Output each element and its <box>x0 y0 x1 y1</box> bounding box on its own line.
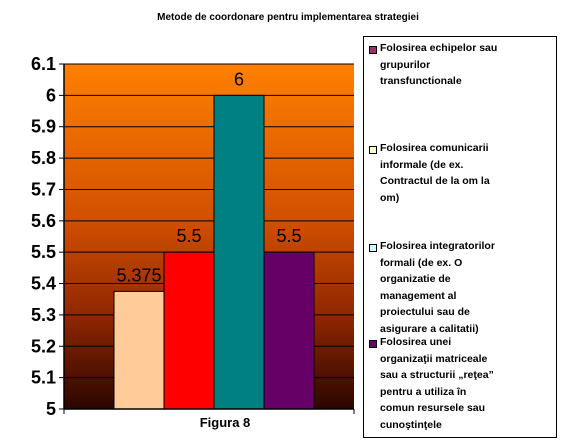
data-label: 5.375 <box>116 265 161 285</box>
legend-label-line: grupurilor <box>380 58 431 71</box>
legend-label-line: organizatie de <box>380 273 451 285</box>
bar <box>213 94 265 410</box>
legend-label: Folosirea integratorilor formali (de ex. … <box>380 238 555 337</box>
y-tick-label: 5.7 <box>31 179 56 199</box>
legend-label-line: om) <box>380 191 400 204</box>
y-tick-label: 5.4 <box>31 274 56 294</box>
legend-label-line: transfunctionale <box>380 75 462 87</box>
y-tick-label: 5.2 <box>31 336 56 356</box>
legend-label-line: Folosirea comunicarii <box>380 142 489 154</box>
legend-label-line: proiectului sau de <box>380 306 470 318</box>
y-tick-label: 5.6 <box>31 211 56 231</box>
axes <box>63 64 355 414</box>
y-tick-label: 5.9 <box>31 117 56 137</box>
y-tick-label: 5.1 <box>31 368 56 388</box>
data-labels: 5.375 5.5 6 5.5 <box>116 69 301 285</box>
legend-label: Folosirea comunicarii informale (de ex. Co… <box>380 140 555 206</box>
y-axis-ticks: 5 5.1 5.2 5.3 5.4 5.5 5.6 5.7 5.8 5.9 6 6.1 <box>31 54 64 419</box>
legend-label: Folosirea echipelor sau grupurilor transfu… <box>380 40 555 90</box>
legend-label-line: informale (de ex. <box>380 158 464 171</box>
legend-label-line: pentru a utiliza în <box>380 385 467 398</box>
bar <box>163 251 215 410</box>
data-label: 5.5 <box>276 226 301 246</box>
legend-label-line: Contractul de la om la <box>380 175 490 187</box>
legend-label: Folosirea unei organizaţii matriceale sau … <box>380 334 555 433</box>
legend-label-line: organizaţii matriceale <box>380 352 488 365</box>
data-label: 5.5 <box>176 226 201 246</box>
legend-label-line: sau a structurii „reţea” <box>380 369 494 381</box>
legend-swatch <box>369 46 377 54</box>
legend-label-line: asigurare a calitatii) <box>380 322 479 335</box>
x-category-label: Figura 8 <box>200 415 251 430</box>
legend-swatch <box>369 146 377 154</box>
y-tick-label: 5 <box>46 399 56 419</box>
legend-label-line: cunoştinţele <box>380 418 442 431</box>
legend-label-line: formali (de ex. O <box>380 256 463 269</box>
bars <box>113 94 315 410</box>
legend-label-line: comun resursele sau <box>380 402 486 414</box>
legend-label-line: Folosirea echipelor sau <box>380 42 498 54</box>
x-axis-categories: Figura 8 <box>200 415 251 430</box>
legend-label-line: Folosirea unei <box>380 336 452 348</box>
bar <box>263 251 315 410</box>
bar <box>113 290 165 410</box>
y-tick-label: 5.5 <box>31 242 56 262</box>
data-label: 6 <box>234 69 244 89</box>
legend-swatch <box>369 244 377 252</box>
y-tick-label: 6.1 <box>31 54 56 74</box>
chart-title: Metode de coordonare pentru implementare… <box>157 12 419 23</box>
legend-label-line: management al <box>380 289 457 302</box>
y-tick-label: 5.3 <box>31 305 56 325</box>
y-tick-label: 6 <box>46 85 56 105</box>
legend-label-line: Folosirea integratorilor <box>380 240 495 252</box>
legend: Folosirea echipelor sau grupurilor transfu… <box>363 36 557 438</box>
legend-swatch <box>369 340 377 348</box>
y-tick-label: 5.8 <box>31 148 56 168</box>
